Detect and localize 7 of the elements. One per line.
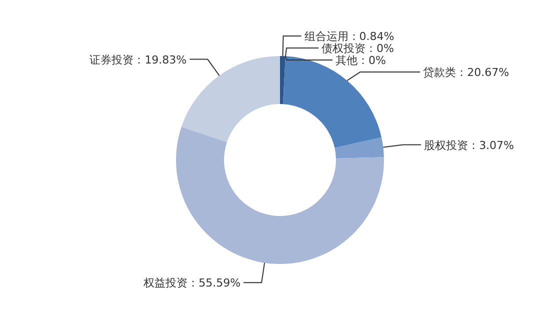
slice-label: 组合运用：0.84%: [304, 30, 394, 44]
legend-label: 其他：0%: [336, 54, 386, 68]
slice-label: 证券投资：19.83%: [90, 53, 187, 66]
slice-label: 权益投资：55.59%: [142, 276, 241, 290]
slice-label: 股权投资：3.07%: [424, 138, 514, 152]
legend-label: 债权投资：0%: [322, 42, 394, 56]
slice-label: 贷款类：20.67%: [423, 66, 510, 80]
